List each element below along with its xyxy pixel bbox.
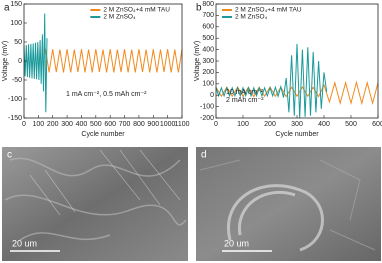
y-axis-label: Voltage (mV) <box>2 41 9 81</box>
data-line <box>45 48 183 73</box>
y-tick-label: 100 <box>10 20 22 27</box>
x-tick-label: 200 <box>264 121 276 128</box>
legend-label: 2 M ZnSO₄ <box>103 14 136 21</box>
x-tick-label: 600 <box>104 121 116 128</box>
x-tick-label: 1000 <box>160 121 176 128</box>
annotation: 1 mA cm⁻², 0.5 mAh cm⁻² <box>66 91 147 98</box>
x-tick-label: 800 <box>133 121 145 128</box>
x-tick-label: 400 <box>76 121 88 128</box>
y-tick-label: -100 <box>200 103 214 110</box>
y-tick-label: 0 <box>18 58 22 65</box>
legend-label: 2 M ZnSO₄+4 mM TAU <box>235 7 302 14</box>
data-line <box>215 80 379 106</box>
sem-image-c: c 20 um <box>2 147 188 261</box>
y-tick-label: 700 <box>202 12 214 19</box>
x-axis-label: Cycle number <box>81 131 125 138</box>
y-tick-label: -50 <box>12 77 22 84</box>
panel-label: b <box>196 3 202 14</box>
x-tick-label: 300 <box>291 121 303 128</box>
x-tick-label: 700 <box>119 121 131 128</box>
annotation: 2 mAh cm⁻² <box>226 97 264 104</box>
data-line <box>215 43 328 119</box>
x-tick-label: 600 <box>372 121 382 128</box>
y-tick-label: 200 <box>202 69 214 76</box>
y-tick-label: 400 <box>202 46 214 53</box>
x-tick-label: 100 <box>237 121 249 128</box>
x-tick-label: 300 <box>61 121 73 128</box>
x-tick-label: 200 <box>47 121 59 128</box>
y-tick-label: 600 <box>202 24 214 31</box>
panel-label: c <box>7 150 12 161</box>
x-tick-label: 500 <box>90 121 102 128</box>
y-tick-label: -200 <box>200 115 214 122</box>
x-tick-label: 100 <box>33 121 45 128</box>
scale-bar-label: 20 um <box>12 238 37 248</box>
panel-label: a <box>4 3 10 14</box>
y-tick-label: -100 <box>8 96 22 103</box>
y-tick-label: 100 <box>202 81 214 88</box>
legend-label: 2 M ZnSO₄ <box>235 14 268 21</box>
x-tick-label: 900 <box>147 121 159 128</box>
panel-label: d <box>201 150 207 161</box>
sem-image-d: d 20 um <box>196 147 381 261</box>
y-tick-label: 300 <box>202 58 214 65</box>
y-tick-label: 50 <box>14 39 22 46</box>
y-tick-label: 150 <box>10 1 22 8</box>
y-axis-label: Voltage (mV) <box>194 41 201 81</box>
y-tick-label: -150 <box>8 115 22 122</box>
x-tick-label: 1100 <box>174 121 189 128</box>
y-tick-label: 0 <box>210 92 214 99</box>
y-tick-label: 500 <box>202 35 214 42</box>
annotation: 10 mA cm⁻² <box>226 89 264 96</box>
x-tick-label: 0 <box>22 121 26 128</box>
x-axis-label: Cycle number <box>275 131 319 138</box>
x-tick-label: 0 <box>214 121 218 128</box>
x-tick-label: 400 <box>318 121 330 128</box>
data-line <box>23 13 48 113</box>
legend-label: 2 M ZnSO₄+4 mM TAU <box>103 7 170 14</box>
x-tick-label: 500 <box>345 121 357 128</box>
scale-bar-label: 20 um <box>224 238 249 248</box>
y-tick-label: 800 <box>202 1 214 8</box>
